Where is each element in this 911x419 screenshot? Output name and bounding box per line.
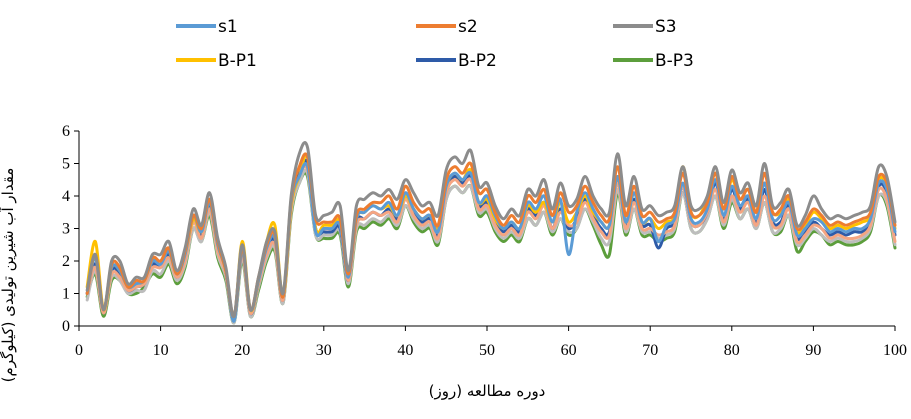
x-tick-label: 80 [724, 342, 740, 359]
x-tick-label: 40 [397, 342, 413, 359]
x-axis-title: دوره مطالعه (روز) [429, 382, 546, 400]
legend: s1 s2 S3 B-P1 B-P2 B-P3 [176, 17, 694, 71]
x-tick-label: 60 [561, 342, 577, 359]
legend-label-b-p2: B-P2 [458, 51, 497, 71]
x-tick-label: 10 [153, 342, 169, 359]
legend-label-b-p3: B-P3 [655, 51, 694, 71]
series-line-s1 [85, 162, 897, 323]
series-lines [85, 141, 897, 325]
x-tick-label: 0 [75, 342, 83, 359]
x-tick-label: 90 [805, 342, 821, 359]
x-tick-label: 100 [883, 342, 907, 359]
legend-label-b-p1: B-P1 [218, 51, 257, 71]
x-tick-label: 30 [316, 342, 332, 359]
x-tick-label: 70 [642, 342, 658, 359]
y-tick-label: 6 [62, 123, 70, 140]
x-tick-label: 50 [479, 342, 495, 359]
x-tick-label: 20 [234, 342, 250, 359]
y-tick-label: 4 [62, 188, 70, 205]
series-line-b-p1 [85, 153, 897, 322]
series-line-b-p2 [85, 158, 897, 322]
legend-label-s1: s1 [218, 17, 238, 37]
legend-label-s3: S3 [655, 17, 677, 37]
y-tick-label: 3 [62, 221, 70, 238]
y-axis-title: مقدار آب شیرین تولیدی (کیلوگرم) [0, 168, 17, 383]
series-line-extra-6 [85, 164, 897, 322]
y-tick-label: 5 [62, 156, 70, 173]
y-tick-label: 1 [62, 286, 70, 303]
series-line-s3 [85, 141, 897, 318]
legend-label-s2: s2 [458, 17, 478, 37]
y-tick-label: 0 [62, 318, 70, 335]
y-tick-label: 2 [62, 253, 70, 270]
